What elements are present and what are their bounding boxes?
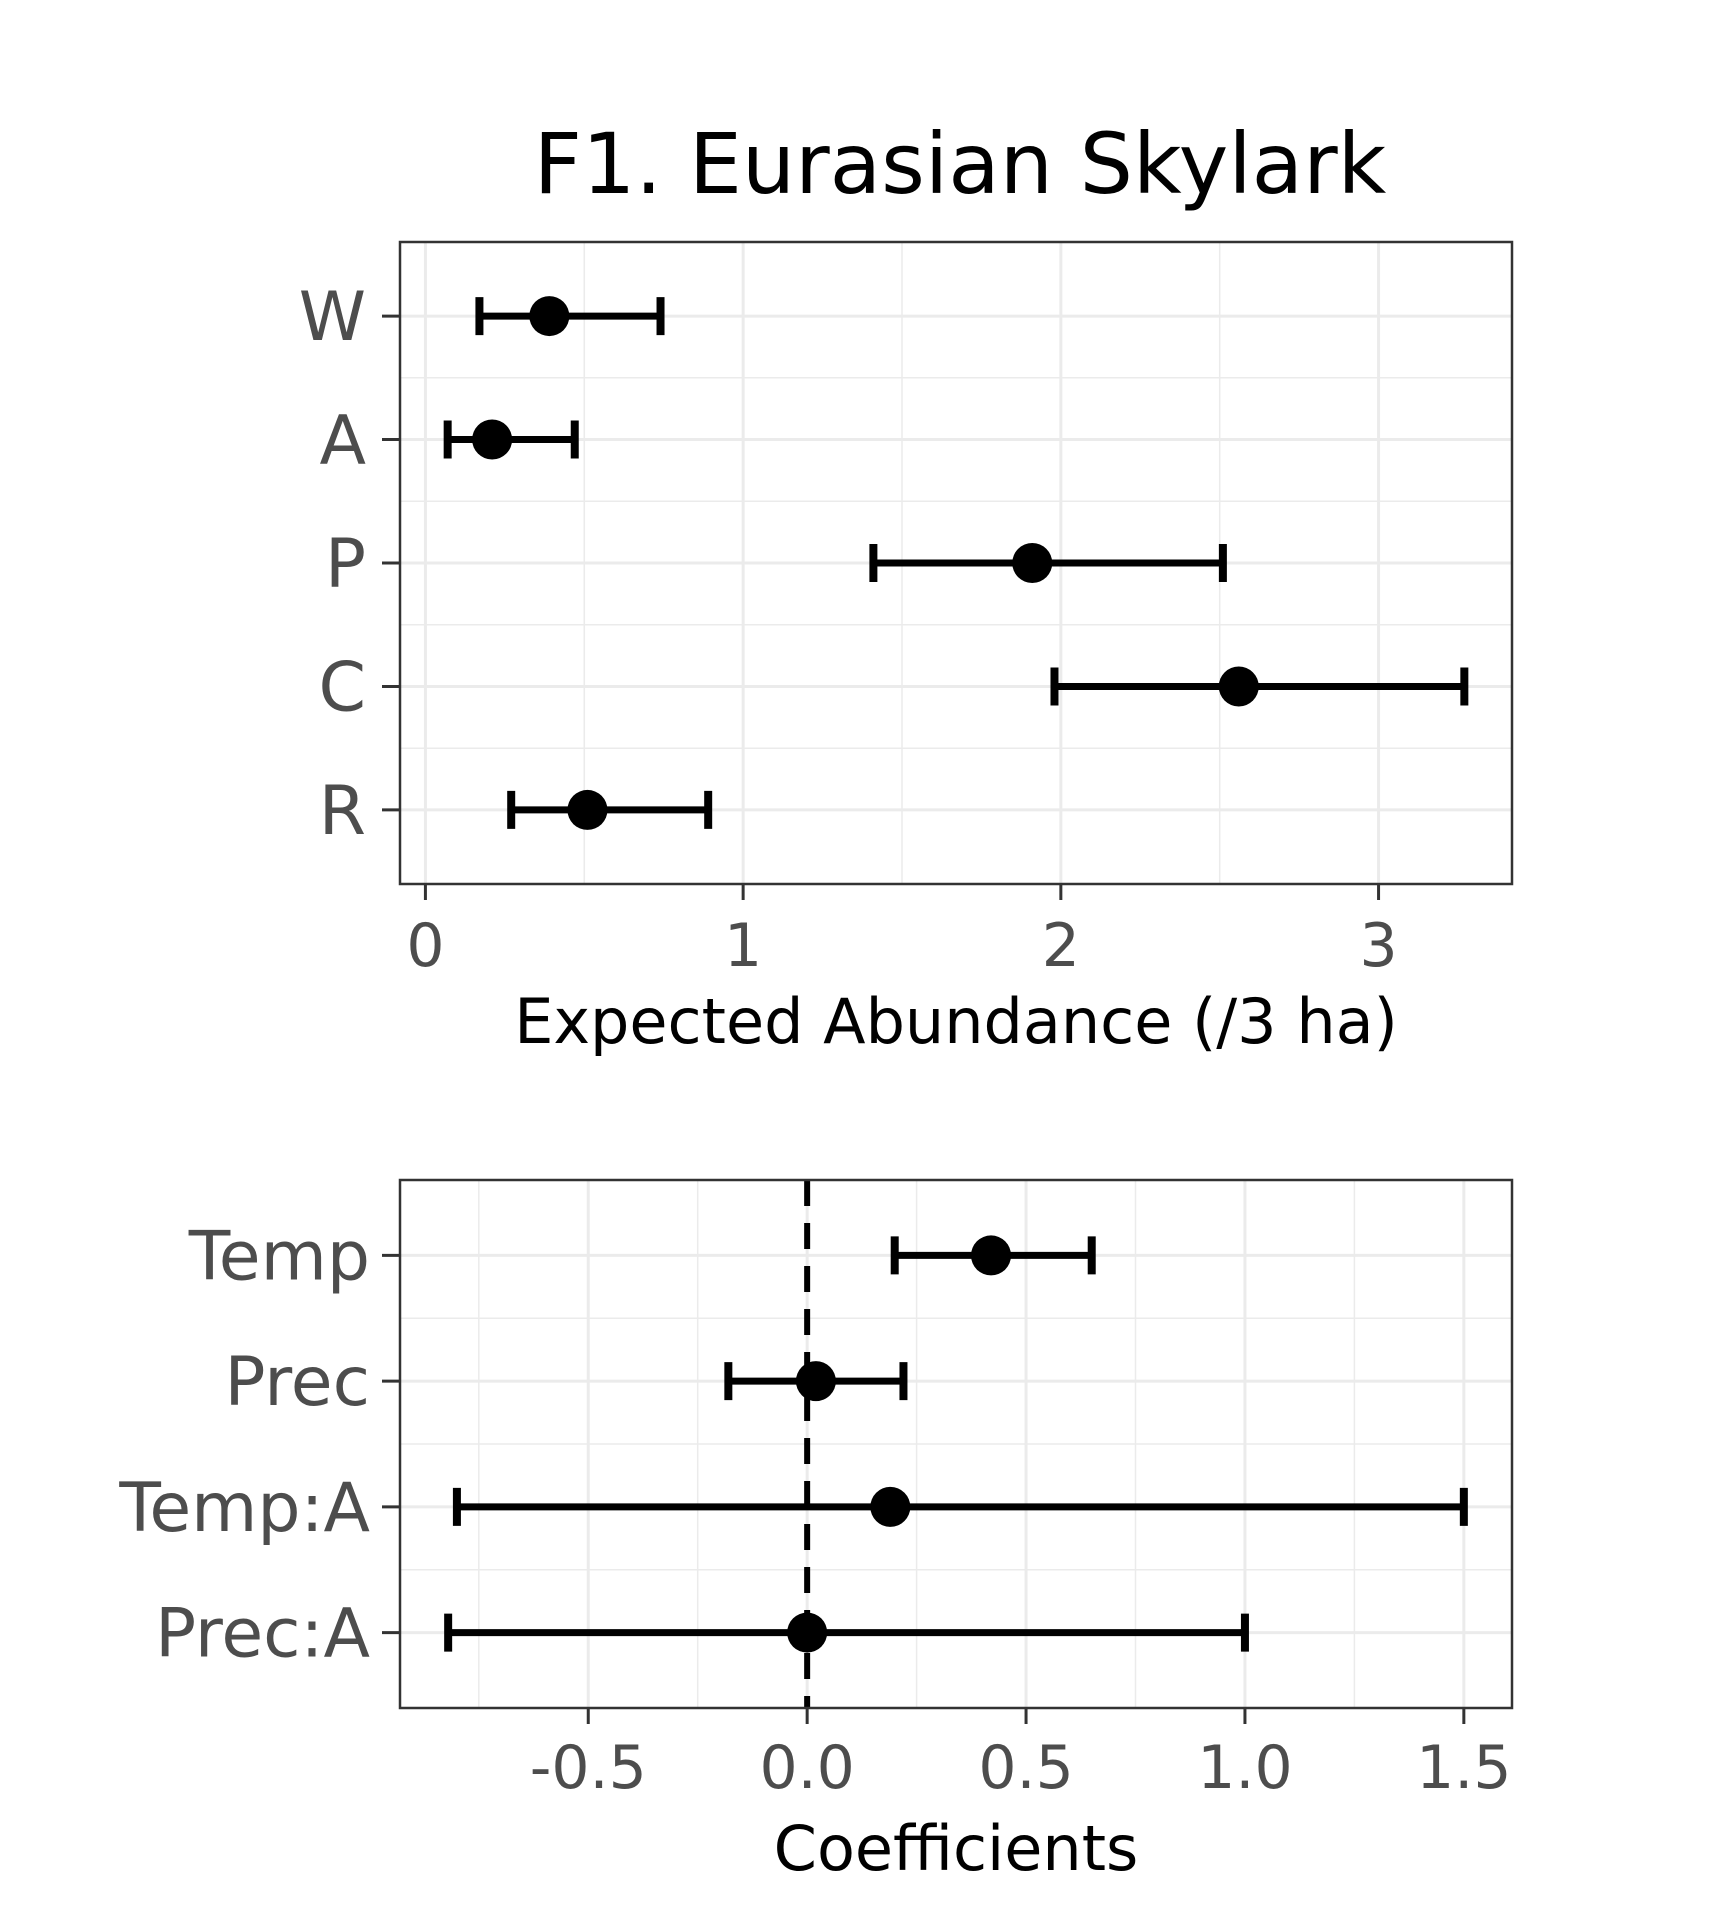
estimate-point-Temp (971, 1235, 1012, 1276)
x-tick-label: 3 (1359, 911, 1397, 981)
panel-border (398, 1178, 1514, 1710)
y-tick-label: C (319, 648, 366, 727)
x-tick-label: 2 (1042, 911, 1080, 981)
y-tick-label: A (319, 402, 366, 481)
x-tick-label: 0.5 (978, 1733, 1073, 1803)
y-tick-label: Prec (225, 1343, 371, 1422)
x-tick-label: 1.0 (1197, 1733, 1292, 1803)
estimate-point-A (472, 419, 513, 460)
x-tick-label: 0.0 (759, 1733, 854, 1803)
y-tick-label: P (325, 525, 366, 604)
x-tick-label: 1.5 (1416, 1733, 1511, 1803)
y-tick-label: Prec:A (155, 1595, 370, 1674)
coefficients-panel: Temp Prec Temp:A Prec:A -0.5 0.0 0.5 1.0 1.5 Coef… (118, 1178, 1514, 1885)
x-axis-title: Coefficients (774, 1812, 1139, 1885)
estimate-point-P (1012, 543, 1053, 583)
estimate-point-R (567, 789, 608, 830)
x-axis-title: Expected Abundance (/3 ha) (514, 985, 1398, 1058)
y-tick-label: W (299, 278, 366, 357)
estimate-point-Prec:A (787, 1612, 828, 1653)
estimate-point-Temp:A (870, 1486, 911, 1527)
estimate-point-C (1218, 666, 1259, 707)
y-tick-label: R (319, 772, 366, 851)
x-tick-label: -0.5 (530, 1733, 647, 1803)
estimate-point-Prec (795, 1361, 836, 1402)
x-tick-label: 0 (406, 911, 444, 981)
y-tick-label: Temp:A (118, 1469, 370, 1548)
estimate-point-W (529, 296, 570, 337)
figure-title: F1. Eurasian Skylark (534, 115, 1387, 213)
x-tick-label: 1 (724, 911, 762, 981)
y-tick-label: Temp (188, 1217, 370, 1296)
